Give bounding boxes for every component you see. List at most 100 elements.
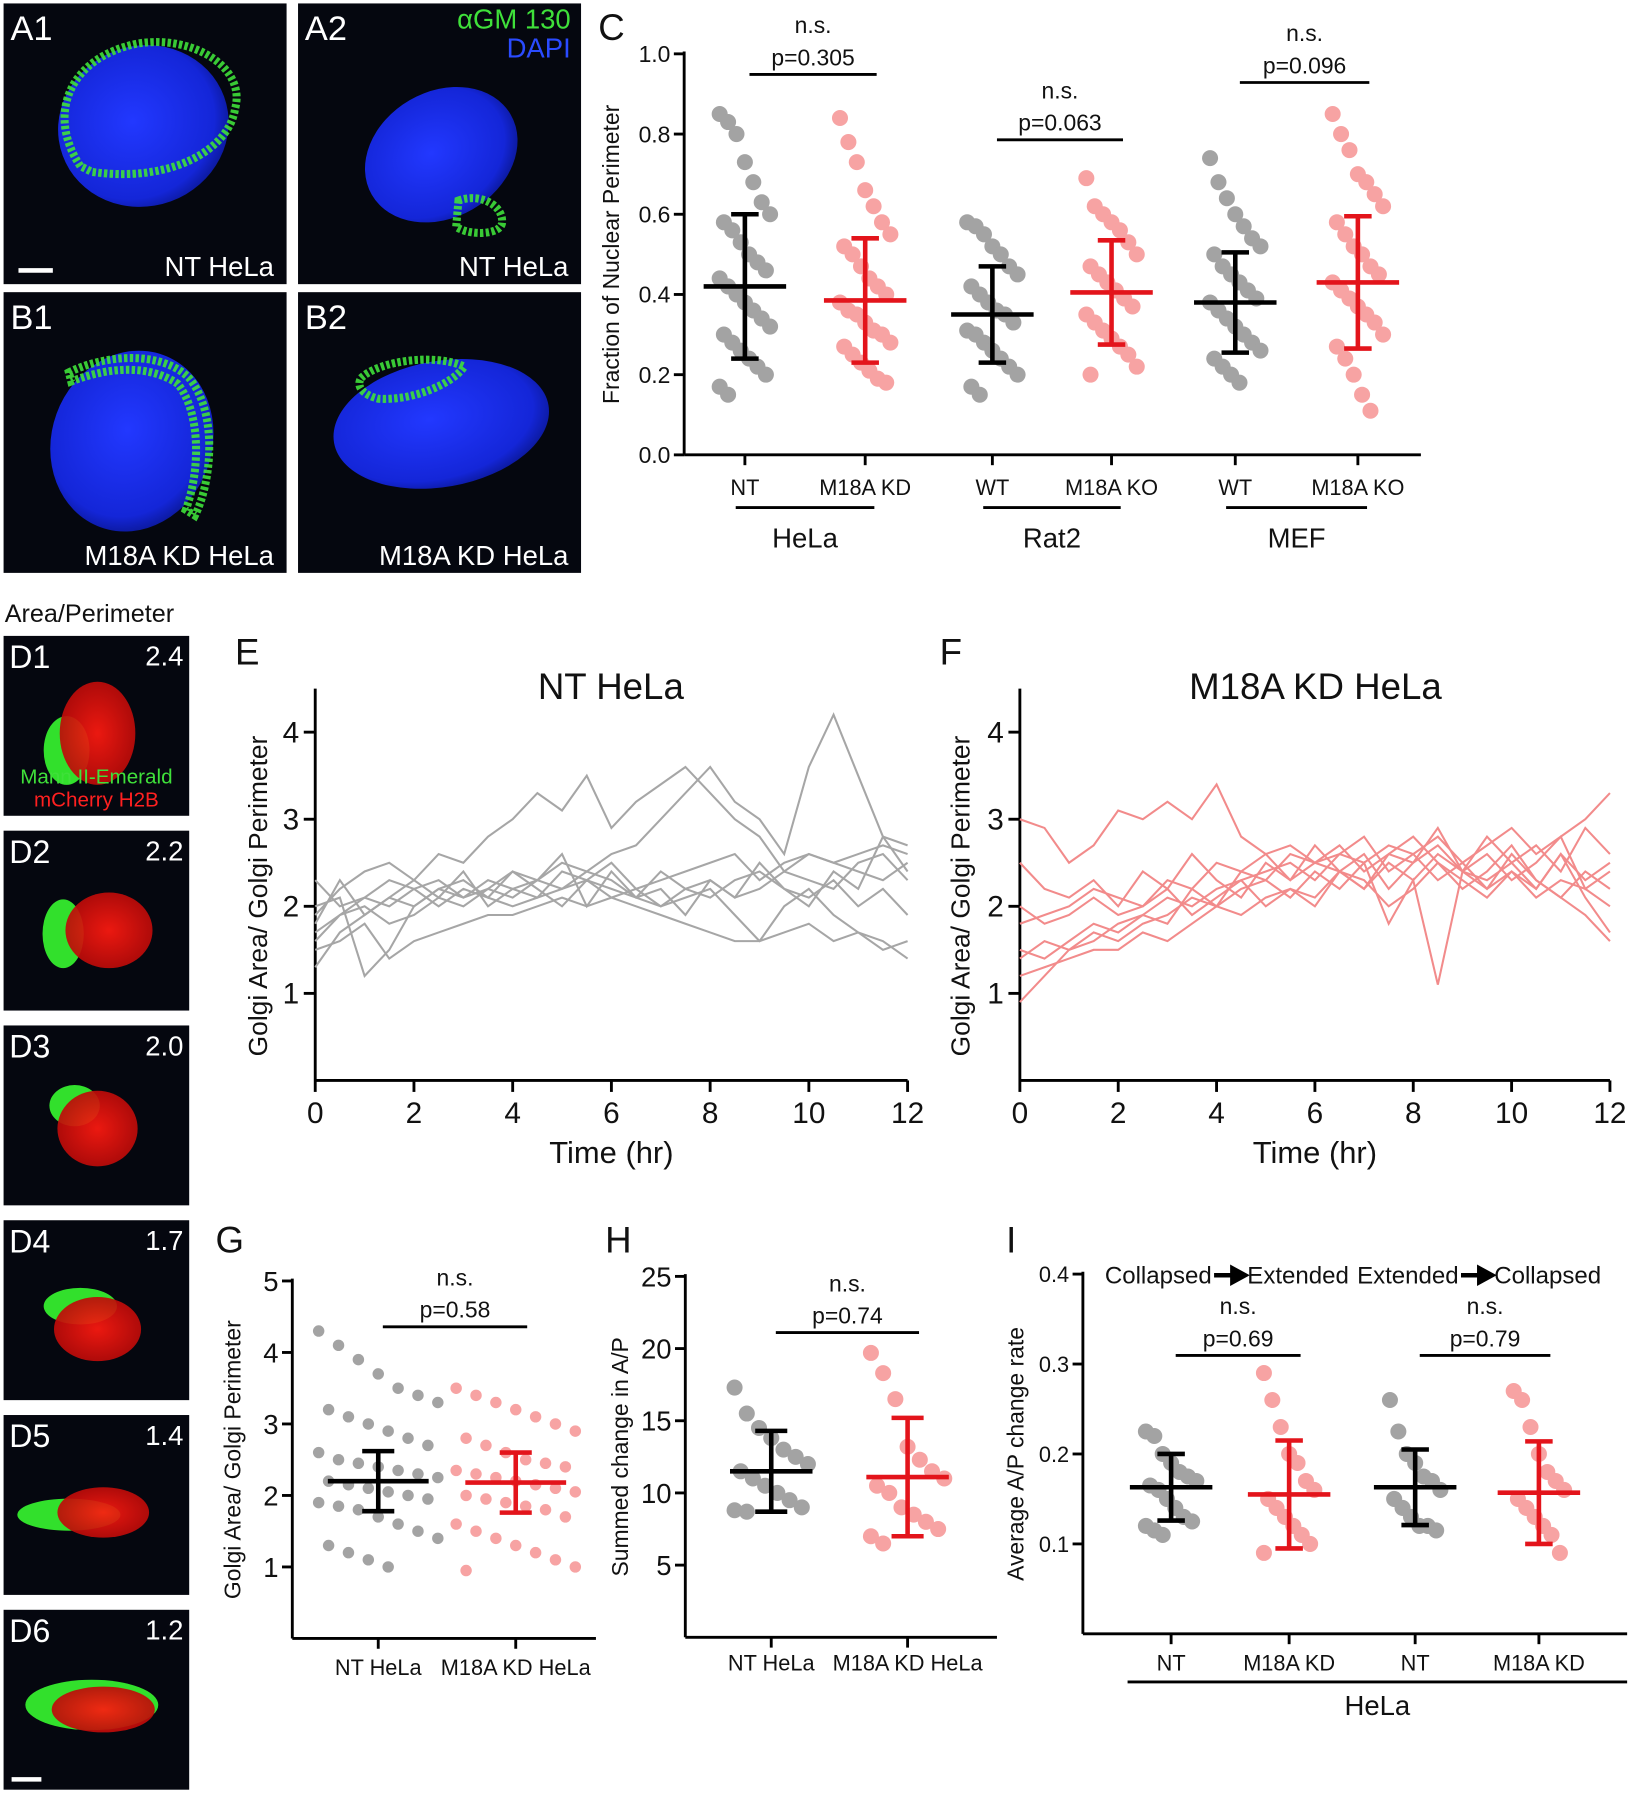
data-point — [480, 1439, 492, 1452]
x-tick-label: 0 — [1012, 1097, 1029, 1130]
data-point — [1210, 174, 1227, 191]
data-point — [757, 262, 774, 279]
data-point — [422, 1439, 434, 1452]
data-point — [1264, 1391, 1281, 1409]
significance-label: n.s. — [1042, 78, 1079, 104]
y-tick-label: 3 — [263, 1409, 278, 1440]
data-point — [1366, 314, 1383, 331]
data-point — [865, 198, 882, 215]
series-line — [1019, 852, 1611, 985]
y-tick-label: 1 — [283, 978, 300, 1011]
data-point — [775, 1441, 792, 1458]
data-point — [402, 1432, 414, 1444]
p-value: p=0.063 — [1018, 110, 1101, 136]
y-axis-label: Golgi Area/ Golgi Perimeter — [220, 1320, 246, 1599]
data-point — [1432, 1481, 1449, 1498]
series-line — [314, 844, 908, 978]
data-point — [1375, 326, 1392, 343]
x-tick-label: 2 — [406, 1097, 423, 1130]
data-point — [432, 1396, 444, 1409]
data-point — [519, 1453, 532, 1466]
data-point — [762, 206, 779, 223]
data-point — [1366, 186, 1383, 203]
data-point — [881, 1484, 898, 1501]
data-point — [1128, 358, 1145, 375]
significance-label: n.s. — [1220, 1293, 1257, 1319]
data-point — [1128, 246, 1145, 263]
image-panel: D3 2.0 — [3, 1025, 190, 1206]
image-panel: D2 2.2 — [3, 830, 190, 1011]
data-point — [887, 1391, 904, 1408]
data-point — [726, 1379, 743, 1396]
data-point — [1009, 366, 1026, 383]
header-to: Extended — [1247, 1262, 1349, 1289]
data-point — [460, 1489, 472, 1502]
p-value: p=0.69 — [1203, 1325, 1274, 1351]
data-point — [930, 1521, 947, 1538]
y-tick-label: 0.4 — [1039, 1262, 1069, 1287]
panel-letter: F — [940, 632, 962, 673]
data-point — [1231, 374, 1248, 391]
data-point — [1328, 338, 1345, 355]
data-point — [392, 1382, 404, 1394]
data-point — [1345, 366, 1362, 383]
series-line — [314, 852, 909, 908]
p-value: p=0.79 — [1450, 1325, 1521, 1351]
data-point — [1154, 1526, 1171, 1543]
data-point — [392, 1464, 404, 1477]
data-point — [432, 1532, 444, 1545]
data-point — [1341, 142, 1358, 159]
y-tick-label: 0.3 — [1039, 1352, 1069, 1377]
data-point — [402, 1489, 414, 1502]
nucleus — [58, 45, 229, 207]
data-point — [312, 1325, 325, 1337]
data-point — [342, 1411, 355, 1423]
x-tick-label: 0 — [307, 1097, 324, 1130]
series-line — [1019, 826, 1611, 977]
data-point — [382, 1486, 394, 1498]
data-point — [738, 1503, 755, 1520]
data-point — [322, 1539, 335, 1552]
data-point — [490, 1532, 502, 1545]
data-point — [787, 1448, 804, 1465]
nucleus — [364, 86, 518, 223]
data-point — [1255, 1365, 1272, 1382]
x-tick-label: WT — [975, 475, 1009, 500]
y-tick-label: 3 — [987, 804, 1004, 837]
panel-label: D3 — [9, 1029, 50, 1065]
image-panel: D5 1.4 — [3, 1415, 190, 1595]
data-point — [1354, 386, 1371, 403]
y-tick-label: 10 — [641, 1478, 672, 1509]
header-from: Collapsed — [1105, 1262, 1212, 1289]
panel-value: 1.4 — [145, 1420, 183, 1451]
y-tick-label: 2 — [283, 891, 300, 924]
image-panel: A2 NT HeLa — [298, 3, 582, 285]
x-axis-label: Time (hr) — [549, 1135, 673, 1170]
panel-value: 2.4 — [145, 641, 183, 672]
panel-value: 2.0 — [145, 1030, 183, 1061]
panel-label: A1 — [10, 10, 52, 48]
series-line — [1019, 852, 1611, 925]
x-tick-label: 8 — [702, 1097, 719, 1130]
significance-label: n.s. — [1286, 20, 1323, 46]
data-point — [332, 1453, 345, 1466]
panel-caption: NT HeLa — [459, 251, 569, 282]
data-point — [799, 1456, 816, 1473]
data-point — [460, 1564, 472, 1577]
data-point — [844, 246, 861, 263]
y-tick-label: 0.6 — [639, 202, 671, 228]
y-tick-label: 25 — [641, 1261, 672, 1292]
data-point — [500, 1496, 512, 1509]
chart-title: M18A KD HeLa — [1189, 666, 1442, 707]
data-point — [470, 1389, 482, 1402]
data-point — [762, 318, 779, 335]
data-point — [1375, 198, 1392, 215]
x-tick-label: M18A KD — [1493, 1651, 1585, 1676]
data-point — [470, 1468, 482, 1480]
data-point — [744, 1470, 761, 1487]
data-point — [529, 1411, 542, 1423]
panel-label: B1 — [10, 299, 52, 337]
y-tick-label: 4 — [283, 716, 300, 749]
nucleus — [57, 1487, 150, 1538]
